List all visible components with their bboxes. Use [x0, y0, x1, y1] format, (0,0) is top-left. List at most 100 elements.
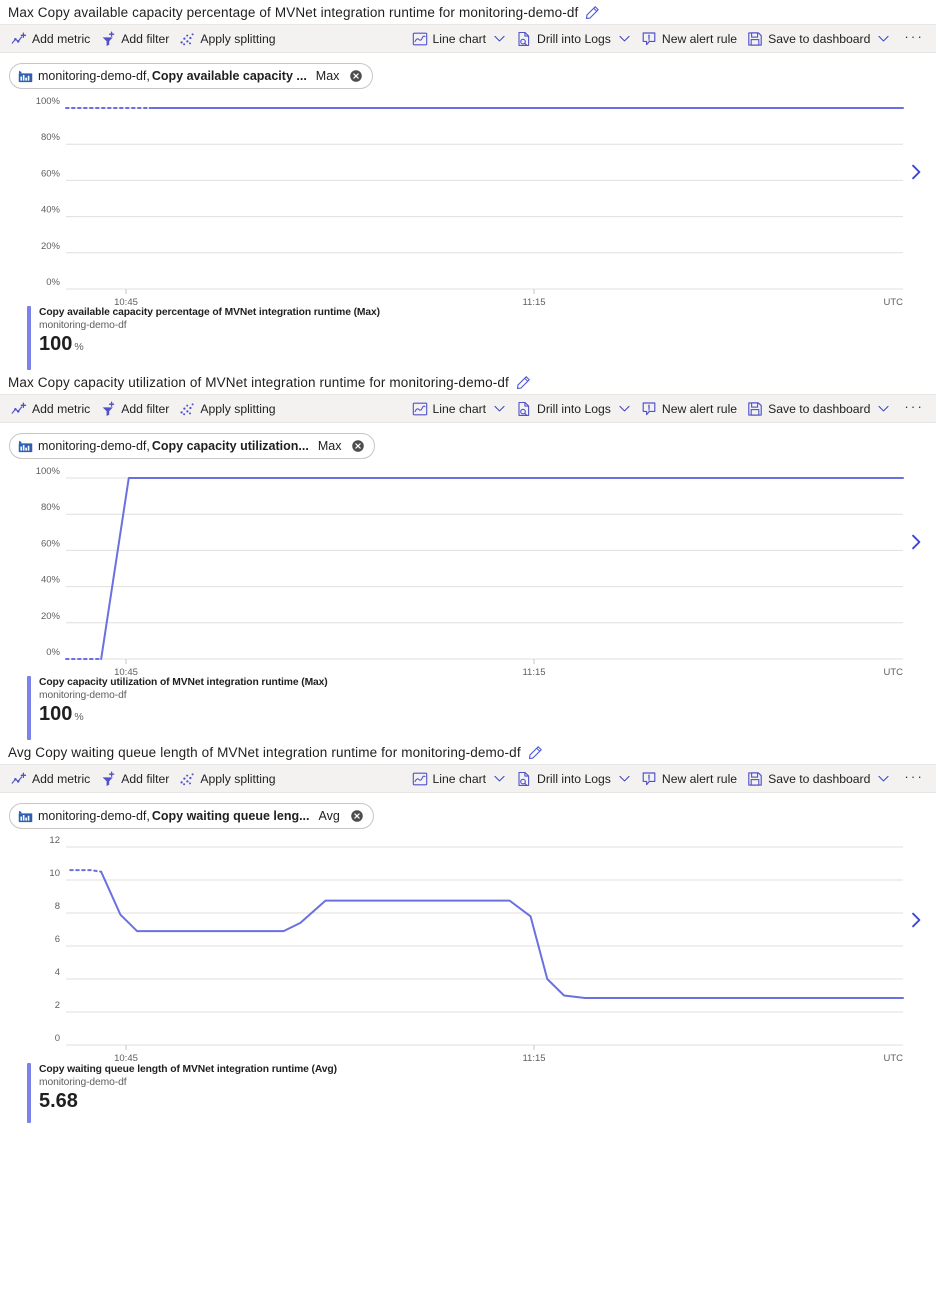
add-filter-icon [102, 31, 115, 46]
metric-plot[interactable]: 0% 20% 40% 60% 80% 100% 10:45 11:15 UTC [0, 91, 936, 306]
edit-pencil-icon [586, 5, 600, 19]
line-chart-icon [412, 772, 427, 785]
apply-splitting-button[interactable]: Apply splitting [177, 25, 283, 52]
metric-chart-panel: Max Copy available capacity percentage o… [0, 0, 936, 370]
metric-plot[interactable]: 0 2 4 6 8 10 12 10:45 11:15 UTC [0, 831, 936, 1063]
next-chart-button[interactable] [907, 533, 925, 551]
chart-type-button[interactable]: Line chart [410, 25, 515, 52]
legend-metric-name: Copy available capacity percentage of MV… [39, 307, 380, 318]
next-chart-button[interactable] [907, 911, 925, 929]
legend-color-swatch [27, 306, 31, 370]
add-filter-button-label: Add filter [121, 771, 170, 786]
metric-chip[interactable]: monitoring-demo-df, Copy waiting queue l… [9, 803, 374, 829]
add-filter-button[interactable]: Add filter [98, 395, 177, 422]
metrics-resource-icon [18, 70, 33, 82]
apply-splitting-button-label: Apply splitting [200, 771, 276, 786]
y-axis-tick-label: 4 [55, 967, 60, 978]
metric-chip-resource: monitoring-demo-df, [38, 439, 150, 453]
legend-unit: % [74, 711, 84, 723]
chart-type-button[interactable]: Line chart [410, 765, 515, 792]
metric-plot[interactable]: 0% 20% 40% 60% 80% 100% 10:45 11:15 UTC [0, 461, 936, 676]
drill-into-logs-button[interactable]: Drill into Logs [514, 395, 639, 422]
edit-chart-title-button[interactable] [585, 5, 600, 20]
new-alert-rule-button-label: New alert rule [661, 771, 738, 786]
drill-into-logs-button-label: Drill into Logs [537, 401, 611, 416]
chart-title: Max Copy capacity utilization of MVNet i… [8, 374, 509, 390]
legend-resource-name: monitoring-demo-df [39, 320, 127, 331]
save-to-dashboard-button-label: Save to dashboard [768, 401, 871, 416]
metric-chip-aggregation: Max [317, 439, 342, 453]
new-alert-rule-button[interactable]: New alert rule [639, 765, 745, 792]
new-alert-rule-button[interactable]: New alert rule [639, 395, 745, 422]
chart-legend: Copy available capacity percentage of MV… [0, 306, 936, 370]
more-options-button[interactable]: ··· [904, 399, 924, 414]
legend-resource-name: monitoring-demo-df [39, 690, 127, 701]
timezone-label: UTC [883, 297, 903, 306]
chart-type-button-label: Line chart [432, 31, 487, 46]
chart-title: Max Copy available capacity percentage o… [8, 4, 579, 20]
edit-chart-title-button[interactable] [516, 375, 531, 390]
drill-into-logs-button[interactable]: Drill into Logs [514, 25, 639, 52]
series-line [100, 870, 904, 999]
line-chart-icon [412, 32, 427, 45]
legend-unit: % [74, 341, 84, 353]
metric-chip-remove-button[interactable] [344, 69, 363, 83]
apply-splitting-icon [180, 32, 194, 45]
chevron-down-icon [619, 405, 630, 412]
chevron-down-icon [619, 35, 630, 42]
add-metric-button[interactable]: Add metric [9, 395, 98, 422]
metric-chip[interactable]: monitoring-demo-df, Copy capacity utiliz… [9, 433, 376, 459]
plot-area: 0% 20% 40% 60% 80% 100% 10:45 11:15 UTC [0, 461, 936, 676]
new-alert-rule-button-label: New alert rule [661, 401, 738, 416]
legend-color-swatch [27, 676, 31, 740]
x-axis-tick-label: 11:15 [522, 1053, 545, 1063]
save-to-dashboard-button[interactable]: Save to dashboard [745, 25, 898, 52]
save-to-dashboard-button[interactable]: Save to dashboard [745, 395, 898, 422]
y-axis-tick-label: 80% [41, 132, 61, 143]
add-filter-button[interactable]: Add filter [98, 25, 177, 52]
new-alert-rule-button[interactable]: New alert rule [639, 25, 745, 52]
save-to-dashboard-button[interactable]: Save to dashboard [745, 765, 898, 792]
x-axis-tick-label: 11:15 [522, 297, 545, 306]
edit-chart-title-button[interactable] [528, 745, 543, 760]
more-options-button[interactable]: ··· [904, 29, 924, 44]
y-axis-tick-label: 40% [41, 205, 61, 216]
chart-type-button[interactable]: Line chart [410, 395, 515, 422]
y-axis-tick-label: 100% [36, 466, 61, 477]
series-line-dashed [69, 869, 103, 873]
new-alert-rule-icon [642, 401, 656, 415]
metric-chip-resource: monitoring-demo-df, [38, 69, 150, 83]
line-chart-icon [412, 402, 427, 415]
legend-metric-name: Copy waiting queue length of MVNet integ… [39, 1064, 337, 1075]
add-metric-icon [11, 32, 27, 44]
x-axis-tick-label: 10:45 [114, 667, 138, 676]
add-metric-button[interactable]: Add metric [9, 25, 98, 52]
y-axis-tick-label: 40% [41, 575, 61, 586]
y-axis-tick-label: 60% [41, 168, 61, 179]
chevron-down-icon [878, 35, 889, 42]
apply-splitting-button[interactable]: Apply splitting [177, 395, 283, 422]
drill-into-logs-button[interactable]: Drill into Logs [514, 765, 639, 792]
plot-area: 0 2 4 6 8 10 12 10:45 11:15 UTC [0, 831, 936, 1063]
apply-splitting-button[interactable]: Apply splitting [177, 765, 283, 792]
next-chart-button[interactable] [907, 163, 925, 181]
y-axis-tick-label: 6 [55, 934, 60, 945]
add-filter-button[interactable]: Add filter [98, 765, 177, 792]
chart-legend: Copy waiting queue length of MVNet integ… [0, 1063, 936, 1123]
more-options-button[interactable]: ··· [904, 769, 924, 784]
metrics-resource-icon [18, 810, 33, 822]
metric-chip[interactable]: monitoring-demo-df, Copy available capac… [9, 63, 374, 89]
metric-chip-remove-button[interactable] [346, 439, 365, 453]
drill-into-logs-icon [518, 771, 530, 786]
metric-chip-remove-button[interactable] [345, 809, 364, 823]
chart-title: Avg Copy waiting queue length of MVNet i… [8, 744, 521, 760]
add-filter-button-label: Add filter [121, 401, 170, 416]
add-metric-button-label: Add metric [32, 771, 91, 786]
metric-chip-metric: Copy capacity utilization... [151, 439, 309, 453]
legend-metric-name: Copy capacity utilization of MVNet integ… [39, 677, 328, 688]
y-axis-tick-label: 0% [46, 277, 60, 288]
y-axis-tick-label: 10 [49, 868, 60, 879]
add-metric-button[interactable]: Add metric [9, 765, 98, 792]
y-axis-tick-label: 20% [41, 241, 61, 252]
y-axis-tick-label: 0% [46, 647, 60, 658]
